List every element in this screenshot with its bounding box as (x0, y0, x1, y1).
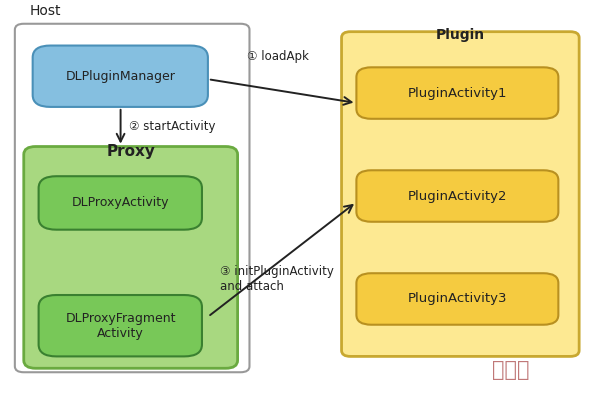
FancyBboxPatch shape (356, 67, 558, 119)
FancyBboxPatch shape (24, 147, 238, 368)
Text: Proxy: Proxy (106, 144, 155, 159)
FancyBboxPatch shape (39, 295, 202, 356)
Text: Host: Host (30, 4, 61, 18)
FancyBboxPatch shape (39, 176, 202, 230)
FancyBboxPatch shape (15, 24, 249, 372)
Text: 豆星人: 豆星人 (492, 360, 530, 380)
FancyBboxPatch shape (356, 170, 558, 222)
Text: PluginActivity2: PluginActivity2 (407, 190, 507, 202)
Text: DLPluginManager: DLPluginManager (66, 70, 175, 82)
Text: PluginActivity1: PluginActivity1 (407, 87, 507, 99)
FancyBboxPatch shape (356, 273, 558, 325)
Text: PluginActivity3: PluginActivity3 (407, 293, 507, 305)
Text: ③ initPluginActivity
and attach: ③ initPluginActivity and attach (220, 265, 334, 293)
Text: ① loadApk: ① loadApk (247, 50, 308, 63)
Text: ② startActivity: ② startActivity (129, 120, 216, 133)
Text: DLProxyFragment
Activity: DLProxyFragment Activity (65, 312, 176, 339)
FancyBboxPatch shape (33, 46, 208, 107)
Text: Plugin: Plugin (436, 28, 485, 42)
Text: DLProxyActivity: DLProxyActivity (72, 196, 169, 209)
FancyBboxPatch shape (342, 32, 579, 356)
